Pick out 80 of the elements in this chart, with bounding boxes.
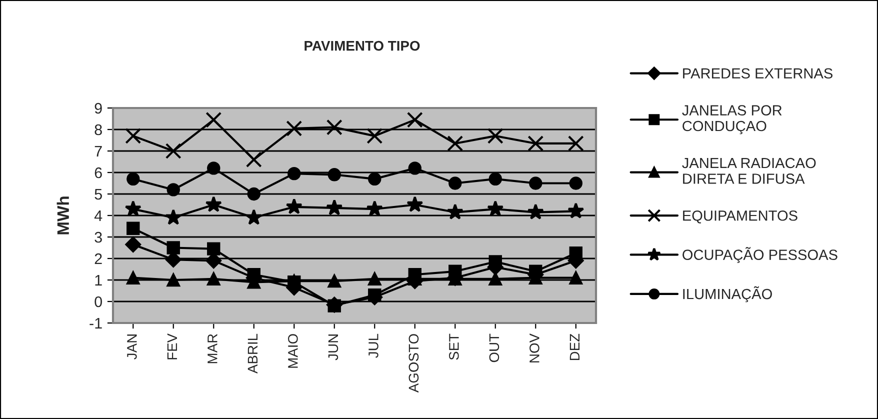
x-tick-label: FEV	[167, 333, 177, 360]
x-tick-label: NOV	[530, 333, 540, 362]
point	[207, 272, 220, 286]
point	[487, 200, 504, 216]
x-tick-label: JAN	[127, 334, 137, 360]
point	[406, 196, 424, 212]
point	[328, 168, 341, 182]
legend-label: JANELA RADIACAO DIRETA E DIFUSA	[682, 158, 816, 184]
y-tick-label: 1	[95, 275, 102, 286]
point	[488, 172, 502, 186]
point	[528, 135, 544, 152]
x-tick-label: AGOSTO	[408, 334, 419, 393]
point	[126, 172, 140, 186]
y-tick-label: 8	[94, 124, 102, 136]
point	[166, 241, 180, 254]
point	[247, 187, 260, 201]
y-tick-label: 6	[94, 167, 102, 178]
x-tick-label: OUT	[489, 334, 500, 362]
point	[326, 119, 342, 136]
point	[205, 196, 222, 212]
point	[527, 204, 544, 220]
legend-label: PAREDES EXTERNAS	[683, 68, 832, 79]
y-tick-label: 7	[94, 146, 102, 157]
point	[165, 208, 182, 225]
point	[286, 198, 302, 214]
point	[488, 272, 502, 286]
x-tick-label: JUN	[328, 334, 338, 360]
point	[126, 222, 140, 235]
point	[448, 176, 462, 190]
point	[368, 272, 382, 286]
point	[246, 152, 262, 168]
y-tick-label: -1	[90, 318, 102, 329]
point	[447, 135, 464, 152]
point	[125, 128, 142, 144]
point	[406, 112, 423, 128]
legend-label: JANELAS POR CONDUÇAO	[682, 105, 782, 134]
y-tick-label: 3	[94, 232, 102, 243]
point	[207, 162, 220, 175]
point	[288, 166, 301, 180]
y-tick-label: 9	[94, 102, 102, 114]
point	[207, 242, 220, 256]
point	[529, 176, 542, 190]
point	[126, 271, 140, 284]
point	[568, 135, 584, 152]
chart-title: PAVIMENTO TIPO	[304, 40, 420, 51]
point	[246, 208, 262, 225]
point	[569, 246, 582, 260]
point	[408, 162, 422, 175]
point	[328, 274, 341, 288]
point	[165, 143, 182, 159]
point	[487, 128, 504, 144]
point	[368, 288, 382, 302]
legend-label: OCUPAÇÃO PESSOAS	[682, 247, 838, 263]
y-tick-label: 0	[94, 296, 102, 308]
point	[368, 172, 382, 186]
point	[206, 112, 222, 128]
legend-label: EQUIPAMENTOS	[683, 210, 798, 224]
point	[569, 176, 582, 190]
y-tick-label: 2	[94, 253, 102, 264]
x-tick-label: DEZ	[570, 334, 580, 360]
x-tick-label: MAR	[208, 334, 218, 364]
y-tick-label: 5	[94, 189, 102, 200]
x-tick-label: JUL	[368, 334, 378, 358]
point	[166, 273, 180, 287]
y-axis-title: MWh	[56, 196, 69, 234]
point	[326, 199, 343, 216]
point	[569, 271, 582, 284]
point	[366, 128, 383, 144]
point	[286, 120, 302, 136]
point	[125, 236, 142, 252]
point	[446, 204, 464, 220]
point	[166, 183, 180, 196]
x-tick-label: ABRIL	[248, 334, 258, 374]
legend-label: ILUMINAÇÃO	[683, 286, 772, 302]
point	[568, 202, 584, 218]
x-tick-label: SET	[449, 334, 459, 360]
x-tick-label: MAIO	[288, 334, 298, 368]
point	[366, 200, 383, 216]
point	[124, 200, 142, 216]
y-tick-label: 4	[94, 210, 102, 222]
